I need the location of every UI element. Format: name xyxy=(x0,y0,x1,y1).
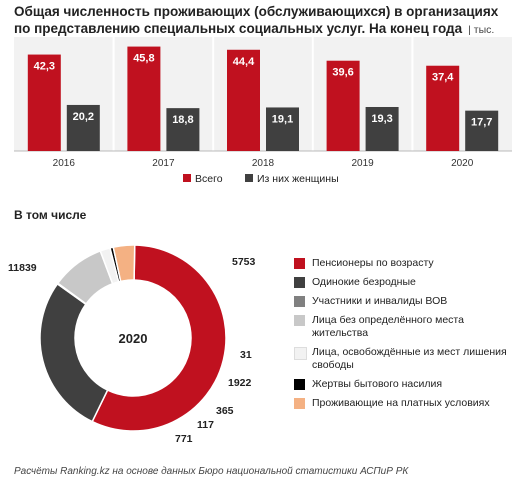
donut-legend-item: Жертвы бытового насилия xyxy=(294,378,519,391)
bar-total xyxy=(326,60,360,151)
legend-label: Всего xyxy=(195,173,223,185)
donut-slice xyxy=(112,244,136,283)
bar-value-label: 39,6 xyxy=(332,67,353,79)
bar-value-label: 20,2 xyxy=(73,111,94,123)
legend-swatch xyxy=(183,174,191,182)
bar-value-label: 37,4 xyxy=(432,72,454,84)
donut-slice xyxy=(39,282,109,423)
bar-women xyxy=(266,107,299,151)
donut-value-label: 5753 xyxy=(232,256,256,268)
x-tick-label: 2018 xyxy=(252,158,275,169)
bar-women xyxy=(465,110,499,151)
donut-value-label: 31 xyxy=(240,349,252,361)
x-tick-label: 2019 xyxy=(351,158,374,169)
donut-value-label: 117 xyxy=(197,419,214,431)
legend-swatch xyxy=(294,315,305,326)
donut-legend-item: Участники и инвалиды ВОВ xyxy=(294,295,519,308)
donut-center-label: 2020 xyxy=(119,331,148,346)
legend-label: Жертвы бытового насилия xyxy=(312,378,443,390)
legend-swatch xyxy=(294,347,307,360)
bar-total xyxy=(426,65,460,151)
donut-value-label: 771 xyxy=(175,433,193,445)
bar-women xyxy=(365,106,399,151)
bar-total xyxy=(27,54,61,151)
legend-swatch xyxy=(294,379,305,390)
donut-legend-item: Лица, освобождённые из мест лишения своб… xyxy=(294,346,519,372)
bar-women xyxy=(166,108,200,151)
bar-total xyxy=(127,46,161,151)
legend-swatch xyxy=(294,296,305,307)
donut-value-label: 1922 xyxy=(228,377,252,389)
bar-women xyxy=(66,104,100,151)
legend-label: Лица без определённого места жительства xyxy=(312,314,464,339)
legend-label: Участники и инвалиды ВОВ xyxy=(312,295,448,307)
bar-value-label: 17,7 xyxy=(471,117,492,129)
donut-legend-item: Одинокие безродные xyxy=(294,276,519,289)
legend-swatch xyxy=(294,277,305,288)
legend-label: Проживающие на платных условиях xyxy=(312,397,490,409)
x-tick-label: 2016 xyxy=(53,158,76,169)
legend-swatch xyxy=(245,174,253,182)
donut-legend-item: Проживающие на платных условиях xyxy=(294,397,519,410)
donut-legend-item: Лица без определённого места жительства xyxy=(294,314,519,340)
bar-value-label: 18,8 xyxy=(172,114,193,126)
bar-chart: 42,3 20,2 2016 45,8 18,8 2017 44,4 19,1 2018 39,6… xyxy=(14,37,512,185)
bar-value-label: 19,1 xyxy=(272,113,293,125)
section-title: В том числе xyxy=(14,208,87,222)
legend-label: Лица, освобождённые из мест лишения своб… xyxy=(312,346,507,371)
bar-value-label: 19,3 xyxy=(371,113,392,125)
donut-legend: Пенсионеры по возрасту Одинокие безродные… xyxy=(294,257,519,416)
legend-swatch xyxy=(294,398,305,409)
legend-label: Одинокие безродные xyxy=(312,276,416,288)
legend-swatch xyxy=(294,258,305,269)
title-text: Общая численность проживающих (обслужива… xyxy=(14,4,499,36)
donut-slice xyxy=(91,244,227,432)
bar-value-label: 45,8 xyxy=(133,53,154,65)
donut-value-label: 11839 xyxy=(8,262,37,274)
footer-source: Расчёты Ranking.kz на основе данных Бюро… xyxy=(14,466,409,477)
legend-label: Из них женщины xyxy=(257,173,339,185)
legend-label: Пенсионеры по возрасту xyxy=(312,257,434,269)
bar-value-label: 44,4 xyxy=(233,56,255,68)
donut-value-label: 365 xyxy=(216,405,234,417)
bar-value-label: 42,3 xyxy=(34,61,55,73)
donut-legend-item: Пенсионеры по возрасту xyxy=(294,257,519,270)
x-tick-label: 2020 xyxy=(451,158,474,169)
bar-total xyxy=(227,49,260,151)
x-tick-label: 2017 xyxy=(152,158,175,169)
